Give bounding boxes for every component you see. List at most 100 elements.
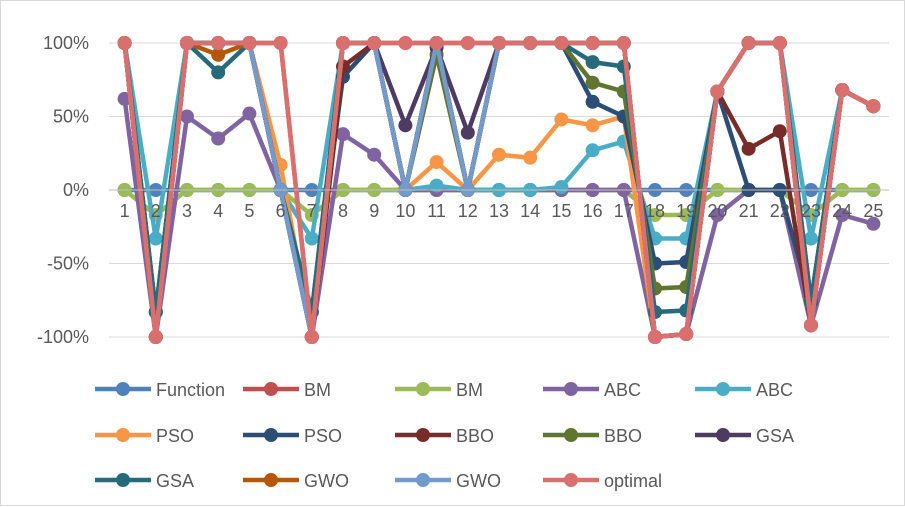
legend-item: ABC — [543, 380, 641, 400]
legend-item: ABC — [695, 380, 793, 400]
series-gsa — [117, 36, 881, 320]
data-point — [117, 36, 132, 50]
x-tick-label: 23 — [801, 201, 821, 221]
data-point — [648, 330, 662, 344]
x-tick-label: 6 — [276, 201, 286, 221]
x-tick-label: 24 — [832, 201, 852, 221]
data-point — [804, 231, 818, 246]
y-tick-label: 100% — [43, 33, 89, 53]
legend-item: Function — [95, 380, 225, 400]
legend-swatch-marker — [716, 382, 730, 396]
data-point — [554, 180, 569, 195]
data-point — [180, 109, 194, 124]
data-point — [460, 125, 475, 140]
x-tick-label: 18 — [645, 201, 665, 221]
data-point — [429, 36, 444, 50]
y-axis: 100% 50% 0% -50% -100% — [37, 33, 89, 347]
data-point — [429, 178, 444, 193]
data-point — [242, 36, 257, 50]
x-tick-label: 21 — [739, 201, 759, 221]
data-point — [492, 36, 506, 50]
data-point — [554, 112, 569, 127]
legend-item: optimal — [543, 471, 662, 491]
data-point — [273, 36, 288, 50]
x-tick-label: 1 — [120, 201, 130, 221]
legend-label: ABC — [604, 380, 641, 400]
data-point — [180, 36, 194, 50]
legend-item: PSO — [95, 426, 194, 446]
data-point — [585, 55, 600, 70]
x-tick-label: 16 — [583, 201, 603, 221]
data-point — [616, 36, 631, 50]
legend-swatch-marker — [264, 428, 278, 442]
x-tick-label: 22 — [770, 201, 790, 221]
data-point — [460, 36, 475, 50]
data-point — [304, 231, 319, 246]
x-tick-label: 25 — [863, 201, 883, 221]
series-line — [122, 40, 875, 315]
legend-swatch-marker — [564, 473, 578, 487]
x-tick-label: 14 — [520, 201, 540, 221]
legend-swatch-marker — [564, 428, 578, 442]
data-point — [648, 207, 662, 222]
series-line — [122, 40, 875, 315]
data-point — [242, 106, 257, 121]
x-tick-label: 13 — [489, 201, 509, 221]
x-tick-label: 2 — [151, 201, 161, 221]
x-tick-label: 4 — [213, 201, 223, 221]
data-point — [398, 118, 413, 133]
legend-label: optimal — [604, 471, 662, 491]
data-point — [336, 36, 350, 50]
legend-label: PSO — [304, 426, 342, 446]
data-point — [211, 131, 226, 146]
legend-swatch-marker — [564, 382, 578, 396]
data-point — [304, 330, 319, 344]
data-point — [866, 99, 881, 114]
data-point — [585, 94, 600, 109]
x-tick-label: 3 — [182, 201, 192, 221]
data-point — [211, 65, 226, 80]
legend-label: ABC — [756, 380, 793, 400]
x-tick-label: 5 — [244, 201, 254, 221]
legend-label: BM — [456, 380, 483, 400]
data-point — [741, 141, 756, 156]
x-tick-label: 10 — [395, 201, 415, 221]
data-point — [585, 143, 600, 158]
data-point — [585, 36, 600, 50]
x-tick-label: 19 — [676, 201, 696, 221]
data-point — [585, 75, 600, 90]
x-tick-label: 8 — [338, 201, 348, 221]
y-tick-label: 0% — [63, 180, 89, 200]
series-pso — [117, 36, 881, 320]
data-point — [866, 216, 881, 231]
legend-label: Function — [156, 380, 225, 400]
legend-swatch-marker — [264, 382, 278, 396]
series-optimal — [117, 36, 881, 344]
x-tick-label: 9 — [369, 201, 379, 221]
legend-swatch-marker — [416, 382, 430, 396]
legend-item: GSA — [695, 426, 794, 446]
legend-item: GSA — [95, 471, 194, 491]
legend-label: GSA — [156, 471, 194, 491]
y-tick-label: -100% — [37, 327, 89, 347]
y-tick-label: -50% — [47, 254, 89, 274]
legend-item: BM — [243, 380, 331, 400]
legend-swatch-marker — [264, 473, 278, 487]
legend-item: BBO — [395, 426, 494, 446]
legend-label: GWO — [304, 471, 349, 491]
data-point — [772, 36, 787, 50]
data-point — [336, 127, 350, 142]
legend-label: BBO — [604, 426, 642, 446]
x-tick-label: 12 — [458, 201, 478, 221]
data-point — [523, 36, 538, 50]
legend-swatch-marker — [116, 382, 130, 396]
legend-label: PSO — [156, 426, 194, 446]
legend-swatch-marker — [116, 473, 130, 487]
data-point — [398, 36, 413, 50]
data-point — [148, 231, 163, 246]
data-point — [710, 84, 725, 99]
data-point — [804, 318, 818, 333]
x-tick-label: 11 — [427, 201, 446, 221]
data-point — [835, 207, 850, 222]
